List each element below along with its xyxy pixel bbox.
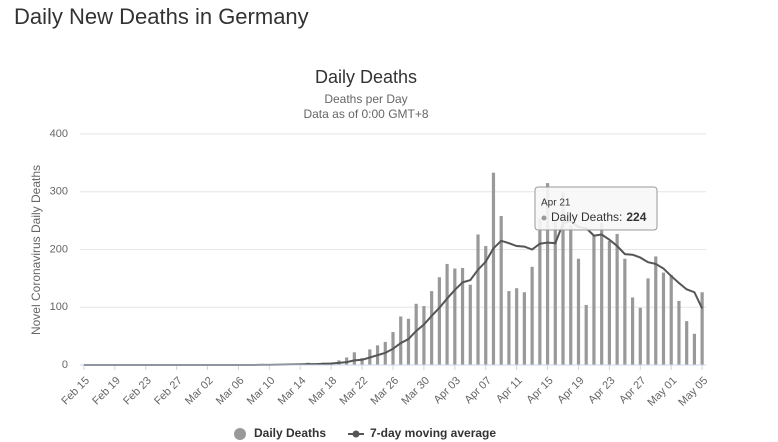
bar bbox=[515, 288, 519, 365]
chart-subtitle: Data as of 0:00 GMT+8 bbox=[303, 107, 428, 121]
bar bbox=[476, 234, 480, 365]
y-tick-label: 100 bbox=[50, 301, 68, 313]
chart-title: Daily Deaths bbox=[315, 67, 417, 87]
x-tick-label: Mar 26 bbox=[368, 375, 401, 408]
x-tick-label: May 01 bbox=[645, 375, 679, 409]
bar bbox=[460, 267, 465, 365]
legend-symbol bbox=[234, 428, 246, 440]
bar bbox=[561, 192, 565, 365]
x-tick-label: Feb 27 bbox=[152, 375, 185, 408]
bar bbox=[592, 235, 596, 365]
x-tick-label: Apr 27 bbox=[617, 375, 648, 406]
bar bbox=[623, 258, 627, 365]
y-tick-label: 300 bbox=[50, 186, 68, 198]
chart-subtitle: Deaths per Day bbox=[324, 92, 407, 106]
x-tick-label: Mar 14 bbox=[276, 375, 309, 408]
bar bbox=[685, 321, 689, 365]
bar bbox=[630, 297, 635, 365]
bar bbox=[414, 303, 418, 365]
legend-label[interactable]: 7-day moving average bbox=[370, 426, 496, 440]
bar bbox=[499, 216, 503, 365]
bar bbox=[569, 225, 573, 365]
bar bbox=[468, 284, 472, 365]
x-tick-label: Feb 23 bbox=[121, 375, 154, 408]
bar bbox=[669, 274, 673, 365]
x-tick-label: Apr 15 bbox=[524, 375, 555, 406]
bar bbox=[646, 278, 650, 365]
bar bbox=[453, 268, 457, 365]
bar bbox=[661, 272, 666, 365]
bar bbox=[352, 352, 356, 365]
y-axis-label: Novel Coronavirus Daily Deaths bbox=[29, 165, 43, 335]
bar bbox=[445, 263, 449, 365]
x-tick-label: Apr 07 bbox=[463, 375, 494, 406]
x-tick-label: Mar 06 bbox=[214, 375, 247, 408]
tooltip-dot bbox=[541, 215, 547, 221]
bar bbox=[360, 358, 364, 365]
tooltip-title: Apr 21 bbox=[541, 198, 571, 209]
x-tick-label: Mar 30 bbox=[399, 375, 432, 408]
legend-symbol bbox=[352, 430, 360, 438]
x-tick-label: Mar 18 bbox=[307, 375, 340, 408]
bar bbox=[700, 292, 704, 365]
x-tick-label: May 05 bbox=[676, 375, 710, 409]
bar bbox=[430, 291, 434, 365]
bar bbox=[422, 306, 426, 365]
bar bbox=[437, 277, 441, 365]
bar bbox=[507, 291, 511, 365]
x-tick-label: Mar 02 bbox=[183, 375, 216, 408]
bar bbox=[484, 246, 488, 365]
x-tick-label: Apr 11 bbox=[494, 375, 525, 406]
legend-label[interactable]: Daily Deaths bbox=[254, 426, 326, 440]
bar bbox=[406, 318, 411, 365]
tooltip-box bbox=[534, 186, 658, 231]
bar bbox=[600, 222, 604, 365]
x-tick-label: Feb 15 bbox=[59, 375, 92, 408]
y-tick-label: 400 bbox=[50, 128, 68, 140]
page-title: Daily New Deaths in Germany bbox=[14, 4, 309, 29]
bar bbox=[607, 240, 611, 365]
bar bbox=[545, 183, 550, 365]
bar bbox=[677, 300, 681, 365]
tooltip-text: Daily Deaths: 224 bbox=[551, 210, 647, 224]
y-tick-label: 200 bbox=[50, 243, 68, 255]
bar bbox=[584, 304, 588, 365]
bar bbox=[638, 307, 642, 365]
x-tick-label: Feb 19 bbox=[90, 375, 123, 408]
x-tick-label: Apr 23 bbox=[586, 375, 617, 406]
tooltip-value: 224 bbox=[626, 210, 646, 224]
bar bbox=[576, 258, 581, 365]
x-tick-label: Apr 19 bbox=[555, 375, 586, 406]
bar bbox=[538, 218, 542, 365]
tooltip-label: Daily Deaths: bbox=[551, 210, 622, 224]
bar bbox=[399, 316, 403, 365]
bar bbox=[491, 172, 496, 365]
bar bbox=[522, 292, 526, 365]
x-tick-label: Apr 03 bbox=[432, 375, 463, 406]
bar bbox=[692, 333, 697, 365]
x-tick-label: Mar 22 bbox=[338, 375, 371, 408]
bar bbox=[530, 266, 534, 365]
x-tick-label: Mar 10 bbox=[245, 375, 278, 408]
bar bbox=[615, 233, 619, 365]
bar bbox=[654, 256, 658, 365]
bar bbox=[553, 221, 557, 365]
y-tick-label: 0 bbox=[62, 359, 68, 371]
